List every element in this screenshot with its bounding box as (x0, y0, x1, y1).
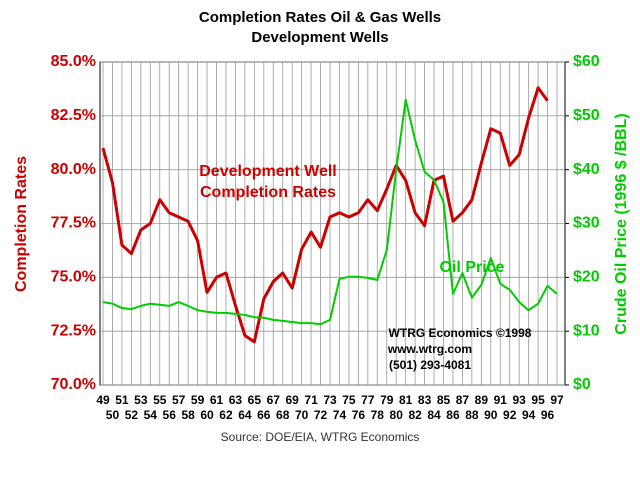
x-tick-label: 68 (276, 408, 290, 422)
x-tick-label: 60 (200, 408, 214, 422)
y-axis-label: Completion Rates (13, 156, 30, 292)
x-tick-label: 59 (191, 393, 205, 407)
x-tick-label: 67 (267, 393, 281, 407)
x-tick-label: 63 (229, 393, 243, 407)
y2-tick-label: $20 (573, 269, 600, 286)
x-tick-label: 64 (238, 408, 252, 422)
x-tick-label: 97 (550, 393, 564, 407)
x-tick-label: 52 (125, 408, 139, 422)
x-tick-label: 70 (295, 408, 309, 422)
y-tick-label: 70.0% (51, 376, 96, 393)
x-tick-label: 71 (304, 393, 318, 407)
x-tick-label: 75 (342, 393, 356, 407)
x-tick-label: 87 (456, 393, 470, 407)
x-tick-label: 65 (248, 393, 262, 407)
x-tick-label: 90 (484, 408, 498, 422)
x-tick-label: 80 (390, 408, 404, 422)
x-tick-label: 56 (163, 408, 177, 422)
x-tick-label: 92 (503, 408, 517, 422)
x-tick-label: 89 (475, 393, 489, 407)
y2-tick-label: $60 (573, 53, 600, 70)
x-tick-label: 76 (352, 408, 366, 422)
y2-tick-label: $40 (573, 161, 600, 178)
x-tick-label: 96 (541, 408, 555, 422)
chart-subtitle: Development Wells (251, 29, 388, 46)
y2-axis-label: Crude Oil Price (1996 $ /BBL) (613, 113, 630, 334)
y-tick-label: 85.0% (51, 53, 96, 70)
x-tick-label: 57 (172, 393, 186, 407)
y-tick-label: 75.0% (51, 269, 96, 286)
y-tick-label: 72.5% (51, 322, 96, 339)
x-tick-label: 69 (285, 393, 299, 407)
x-tick-label: 79 (380, 393, 394, 407)
y2-tick-label: $30 (573, 215, 600, 232)
x-tick-label: 94 (522, 408, 536, 422)
annotation: Completion Rates (200, 184, 336, 201)
annotation: (501) 293-4081 (389, 358, 471, 372)
x-tick-label: 78 (371, 408, 385, 422)
x-tick-label: 85 (437, 393, 451, 407)
x-tick-label: 62 (219, 408, 233, 422)
x-tick-label: 83 (418, 393, 432, 407)
x-tick-label: 61 (210, 393, 224, 407)
x-tick-label: 54 (144, 408, 158, 422)
y2-tick-label: $0 (573, 376, 591, 393)
x-tick-label: 93 (512, 393, 526, 407)
y-tick-label: 77.5% (51, 215, 96, 232)
annotation: Oil Price (440, 259, 505, 276)
x-tick-label: 55 (153, 393, 167, 407)
x-tick-label: 84 (427, 408, 441, 422)
x-tick-label: 53 (134, 393, 148, 407)
chart-title: Completion Rates Oil & Gas Wells (199, 9, 441, 26)
series-line (101, 86, 549, 344)
annotation: WTRG Economics ©1998 (389, 326, 532, 340)
x-tick-label: 81 (399, 393, 413, 407)
x-tick-label: 51 (115, 393, 129, 407)
x-tick-label: 73 (323, 393, 337, 407)
y-tick-label: 82.5% (51, 107, 96, 124)
annotation: Development Well (199, 163, 337, 180)
source: Source: DOE/EIA, WTRG Economics (221, 430, 420, 444)
x-tick-label: 58 (181, 408, 195, 422)
y-tick-label: 80.0% (51, 161, 96, 178)
x-tick-label: 88 (465, 408, 479, 422)
x-tick-label: 74 (333, 408, 347, 422)
series-line (102, 98, 558, 326)
x-tick-label: 86 (446, 408, 460, 422)
x-tick-label: 95 (531, 393, 545, 407)
annotation: www.wtrg.com (387, 342, 472, 356)
x-tick-label: 82 (408, 408, 422, 422)
y2-tick-label: $10 (573, 322, 600, 339)
x-tick-label: 50 (106, 408, 120, 422)
x-tick-label: 91 (494, 393, 508, 407)
y2-tick-label: $50 (573, 107, 600, 124)
x-tick-label: 49 (96, 393, 110, 407)
x-tick-label: 77 (361, 393, 375, 407)
x-tick-label: 66 (257, 408, 271, 422)
x-tick-label: 72 (314, 408, 328, 422)
